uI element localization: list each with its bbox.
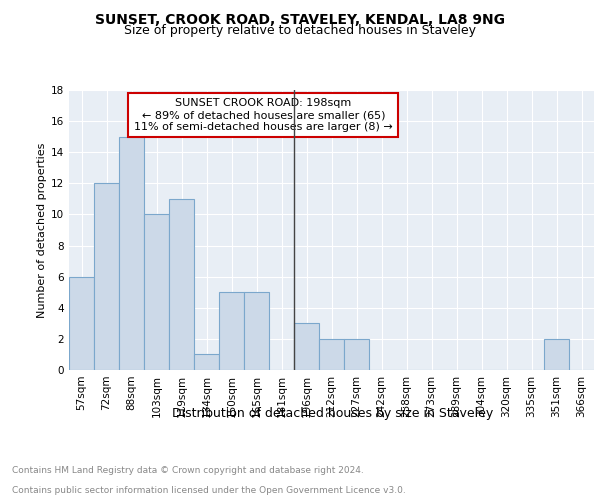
Y-axis label: Number of detached properties: Number of detached properties: [37, 142, 47, 318]
Text: Contains HM Land Registry data © Crown copyright and database right 2024.: Contains HM Land Registry data © Crown c…: [12, 466, 364, 475]
Bar: [94, 184, 119, 370]
Bar: [319, 339, 344, 370]
Bar: [544, 339, 569, 370]
Bar: [169, 199, 194, 370]
Bar: [119, 136, 144, 370]
Bar: [69, 276, 94, 370]
Bar: [244, 292, 269, 370]
Text: Contains public sector information licensed under the Open Government Licence v3: Contains public sector information licen…: [12, 486, 406, 495]
Text: Distribution of detached houses by size in Staveley: Distribution of detached houses by size …: [172, 408, 494, 420]
Bar: [194, 354, 219, 370]
Text: Size of property relative to detached houses in Staveley: Size of property relative to detached ho…: [124, 24, 476, 37]
Bar: [219, 292, 244, 370]
Text: SUNSET, CROOK ROAD, STAVELEY, KENDAL, LA8 9NG: SUNSET, CROOK ROAD, STAVELEY, KENDAL, LA…: [95, 12, 505, 26]
Text: SUNSET CROOK ROAD: 198sqm
← 89% of detached houses are smaller (65)
11% of semi-: SUNSET CROOK ROAD: 198sqm ← 89% of detac…: [134, 98, 392, 132]
Bar: [294, 324, 319, 370]
Bar: [144, 214, 169, 370]
Bar: [344, 339, 369, 370]
